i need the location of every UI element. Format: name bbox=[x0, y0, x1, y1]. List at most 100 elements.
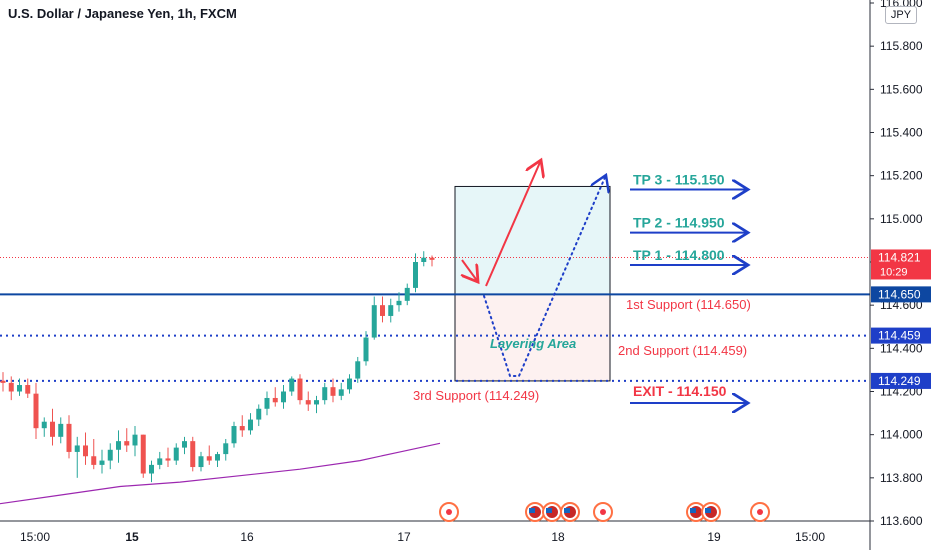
candle-body bbox=[264, 397, 270, 409]
candle-body bbox=[413, 262, 418, 288]
event-icon[interactable] bbox=[439, 502, 459, 522]
candle-body bbox=[363, 337, 369, 362]
us-event-icon[interactable] bbox=[701, 502, 721, 522]
price-label: 114.249 bbox=[878, 374, 921, 388]
candle-body bbox=[50, 421, 55, 437]
candle-body bbox=[338, 389, 344, 396]
candle-body bbox=[116, 441, 121, 450]
down-arrow bbox=[462, 259, 478, 282]
y-tick-label: 115.000 bbox=[880, 212, 923, 226]
candle-body bbox=[429, 257, 435, 260]
candle-body bbox=[107, 449, 113, 461]
tp-label: TP 1 - 114.800 bbox=[633, 247, 725, 263]
support-label: 2nd Support (114.459) bbox=[618, 343, 747, 358]
x-tick-label: 15:00 bbox=[795, 530, 825, 544]
chart-title: U.S. Dollar / Japanese Yen, 1h, FXCM bbox=[8, 6, 237, 21]
price-label-box bbox=[871, 372, 931, 389]
tp-label: TP 3 - 115.150 bbox=[633, 171, 725, 187]
price-label: 114.650 bbox=[878, 287, 921, 301]
up-arrow bbox=[485, 160, 541, 287]
candle-body bbox=[99, 460, 105, 465]
x-tick-label: 16 bbox=[240, 530, 254, 544]
support-label: 1st Support (114.650) bbox=[626, 297, 751, 312]
candle-body bbox=[91, 456, 97, 465]
candle-body bbox=[272, 397, 278, 403]
currency-badge[interactable]: JPY bbox=[885, 6, 917, 24]
candle-body bbox=[66, 423, 72, 452]
candle-body bbox=[25, 385, 31, 394]
y-tick-label: 113.600 bbox=[880, 514, 923, 528]
us-event-icon[interactable] bbox=[525, 502, 545, 522]
layering-area-label: Layering Area bbox=[490, 336, 576, 351]
x-tick-label: 19 bbox=[707, 530, 721, 544]
x-tick-label: 15 bbox=[125, 530, 139, 544]
layering-path bbox=[483, 175, 606, 377]
candle-body bbox=[322, 387, 328, 401]
candle-body bbox=[239, 426, 245, 431]
candle-body bbox=[17, 385, 22, 392]
y-tick-label: 113.800 bbox=[880, 471, 923, 485]
candle-body bbox=[190, 441, 196, 468]
candle-body bbox=[157, 458, 163, 465]
candle-body bbox=[74, 445, 80, 452]
candle-body bbox=[223, 443, 229, 455]
tp-label: TP 2 - 114.950 bbox=[633, 215, 725, 231]
price-label: 114.821 bbox=[878, 250, 921, 264]
event-icon[interactable] bbox=[750, 502, 770, 522]
candle-body bbox=[297, 378, 303, 401]
candle-body bbox=[248, 419, 253, 431]
candle-body bbox=[231, 426, 237, 444]
price-label-box bbox=[871, 249, 931, 280]
price-label-box bbox=[871, 327, 931, 344]
candle-body bbox=[33, 393, 39, 429]
candle-body bbox=[215, 454, 220, 461]
candle-body bbox=[380, 305, 385, 316]
candle-body bbox=[396, 300, 402, 306]
x-tick-label: 15:00 bbox=[20, 530, 50, 544]
candle-body bbox=[404, 287, 410, 301]
candle-body bbox=[281, 391, 286, 403]
candle-body bbox=[371, 305, 377, 338]
candle-body bbox=[421, 257, 427, 262]
candle-body bbox=[140, 434, 146, 474]
candle-body bbox=[124, 441, 130, 446]
candle-body bbox=[8, 382, 14, 392]
countdown-label: 10:29 bbox=[880, 266, 908, 278]
candle-body bbox=[83, 445, 88, 457]
candle-body bbox=[314, 400, 319, 405]
candle-body bbox=[0, 380, 6, 383]
us-event-icon[interactable] bbox=[542, 502, 562, 522]
x-tick-label: 17 bbox=[397, 530, 411, 544]
candle-body bbox=[198, 456, 204, 468]
y-tick-label: 115.200 bbox=[880, 169, 923, 183]
y-tick-label: 114.000 bbox=[880, 428, 923, 442]
support-label: 3rd Support (114.249) bbox=[413, 388, 539, 403]
moving-average-line bbox=[0, 442, 441, 505]
candle-body bbox=[355, 361, 361, 379]
candle-body bbox=[58, 423, 64, 437]
y-tick-label: 115.400 bbox=[880, 126, 923, 140]
candle-body bbox=[256, 408, 262, 420]
us-event-icon[interactable] bbox=[560, 502, 580, 522]
candle-body bbox=[206, 456, 212, 461]
target-zone bbox=[455, 186, 610, 295]
candle-body bbox=[165, 458, 171, 461]
zone-box bbox=[454, 185, 611, 382]
y-tick-label: 115.600 bbox=[880, 82, 923, 96]
candle-body bbox=[173, 447, 179, 461]
y-tick-label: 114.400 bbox=[880, 341, 923, 355]
y-tick-label: 116.000 bbox=[880, 0, 923, 10]
candle-body bbox=[347, 378, 352, 390]
candle-body bbox=[388, 305, 394, 316]
candle-body bbox=[41, 421, 47, 429]
candle-body bbox=[330, 387, 336, 396]
y-tick-label: 115.800 bbox=[880, 39, 923, 53]
candle-body bbox=[149, 464, 154, 474]
candle-body bbox=[182, 441, 187, 448]
price-label: 114.459 bbox=[878, 329, 921, 343]
candle-body bbox=[132, 434, 138, 446]
event-icon[interactable] bbox=[593, 502, 613, 522]
exit-label: EXIT - 114.150 bbox=[633, 383, 727, 399]
